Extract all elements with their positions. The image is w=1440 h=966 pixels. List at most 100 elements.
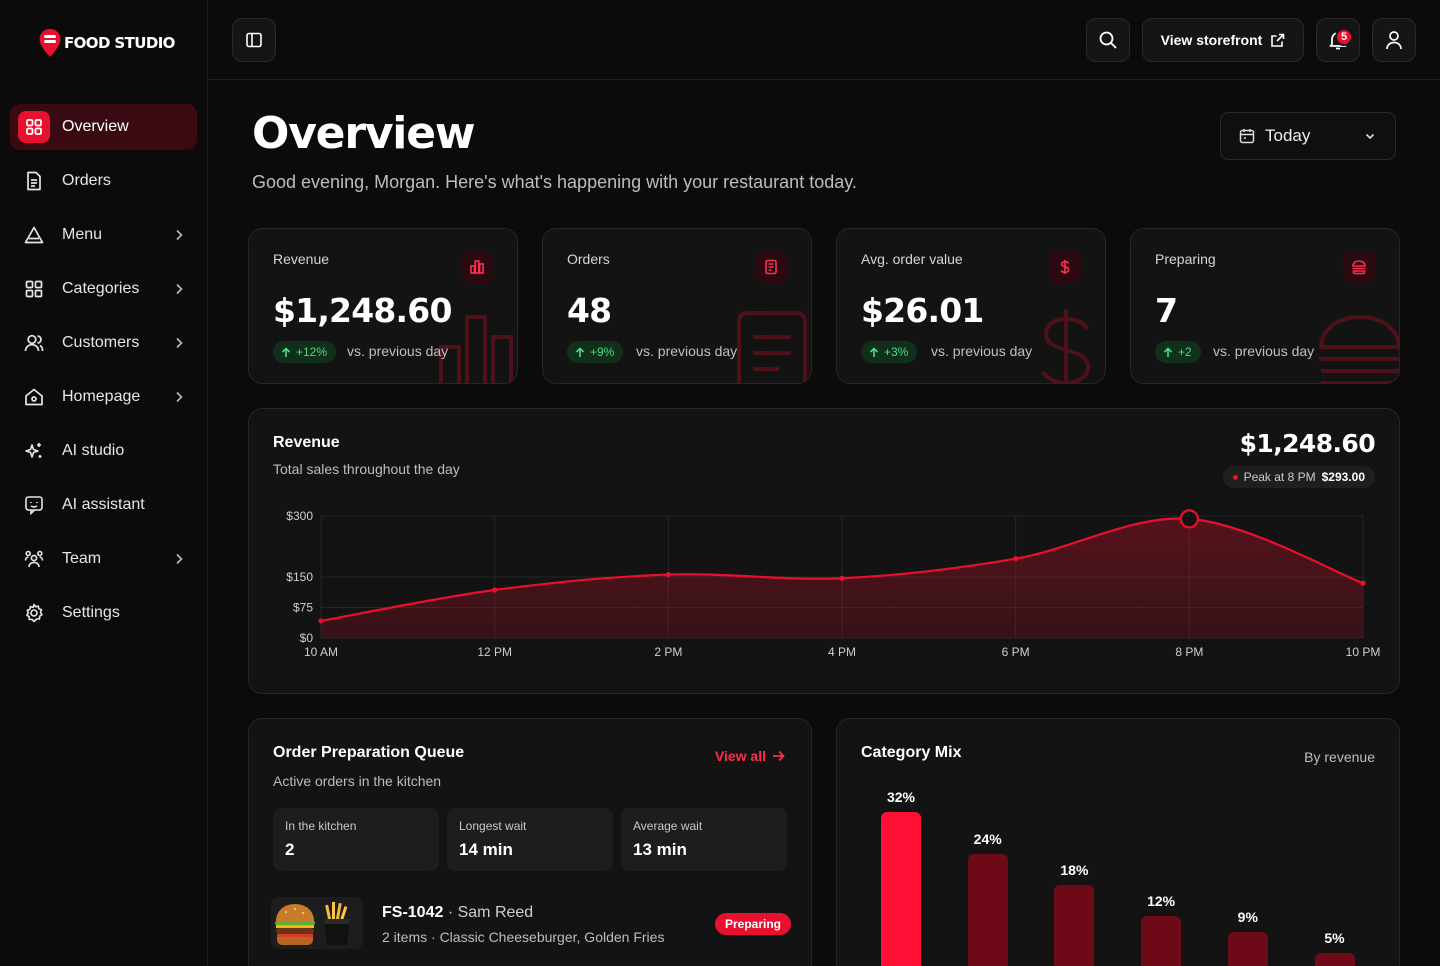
category-bar[interactable]: [1054, 885, 1095, 966]
gear-icon: [24, 603, 44, 623]
y-tick-label: $75: [293, 601, 313, 615]
sidebar-item-settings[interactable]: Settings: [10, 590, 197, 636]
stat-label: Preparing: [1155, 251, 1216, 267]
order-thumbnail: [271, 897, 363, 949]
arrow-up-icon: [869, 346, 879, 357]
account-button[interactable]: [1372, 18, 1416, 62]
sidebar-item-categories[interactable]: Categories: [10, 266, 197, 312]
sidebar-item-menu[interactable]: Menu: [10, 212, 197, 258]
receipt-watermark-icon: [737, 311, 807, 383]
chat-icon: [24, 495, 44, 515]
sidebar-item-label: Overview: [62, 118, 129, 135]
category-bar-label: 32%: [886, 789, 916, 805]
sidebar-item-orders[interactable]: Orders: [10, 158, 197, 204]
x-tick-label: 4 PM: [828, 645, 856, 659]
data-point: [492, 587, 498, 593]
category-bar-label: 18%: [1060, 862, 1089, 879]
stat-label: Revenue: [273, 251, 330, 267]
category-bar[interactable]: [1314, 952, 1355, 966]
burger-fries-image: [271, 897, 363, 949]
view-storefront-label: View storefront: [1160, 32, 1263, 48]
stat-comparison: vs. previous day: [636, 343, 738, 359]
stat-card-preparing: Preparing 7 +2 vs. previous day: [1130, 228, 1400, 384]
page-subtitle: Good evening, Morgan. Here's what's happ…: [252, 172, 857, 192]
arrow-up-icon: [281, 346, 291, 357]
sidebar-item-label: Team: [62, 550, 102, 567]
stat-value: 7: [1155, 291, 1178, 330]
metric-label: Longest wait: [459, 819, 527, 833]
sidebar-toggle-icon: [246, 32, 262, 48]
arrow-right-icon: [773, 750, 785, 762]
stat-delta-value: +9%: [590, 345, 615, 359]
y-tick-label: $150: [286, 570, 313, 584]
data-point: [839, 575, 845, 581]
sidebar-item-ai-studio[interactable]: AI studio: [10, 428, 197, 474]
stat-delta: +12%: [273, 341, 337, 363]
peak-label: Peak at 8 PM: [1243, 470, 1316, 484]
order-items: 2 items · Classic Cheeseburger, Golden F…: [382, 929, 665, 945]
arrow-up-icon: [575, 346, 585, 357]
squares-icon: [24, 279, 44, 299]
category-bar[interactable]: [1227, 932, 1268, 966]
stat-card-revenue: Revenue $1,248.60 +12% vs. previous day: [248, 228, 518, 384]
date-range-select[interactable]: Today: [1220, 112, 1396, 160]
revenue-area-chart[interactable]: $0 $75 $150 $300 10 AM 12 PM 2 PM 4 PM 6 PM 8 PM 1…: [249, 409, 1399, 693]
sparkles-icon: [24, 441, 44, 461]
sidebar-item-homepage[interactable]: Homepage: [10, 374, 197, 420]
toggle-sidebar-button[interactable]: [232, 18, 276, 62]
sidebar-item-label: Homepage: [62, 388, 141, 405]
category-bar[interactable]: [881, 812, 921, 966]
search-icon: [1099, 31, 1117, 49]
bar-chart-icon: [461, 251, 493, 283]
sidebar-item-customers[interactable]: Customers: [10, 320, 197, 366]
brand-logo[interactable]: FOOD STUDIO: [38, 28, 175, 58]
chevron-right-icon: [176, 337, 183, 349]
burger-watermark-icon: [1318, 314, 1399, 383]
search-button[interactable]: [1086, 18, 1130, 62]
order-customer: Sam Reed: [457, 904, 534, 921]
peak-pill: Peak at 8 PM $293.00: [1222, 466, 1375, 488]
x-tick-label: 6 PM: [1002, 645, 1030, 659]
metric-value: 2: [285, 840, 295, 859]
sidebar-item-overview[interactable]: Overview: [10, 104, 197, 150]
chevron-right-icon: [176, 391, 183, 403]
category-bar[interactable]: [967, 853, 1008, 966]
stat-comparison: vs. previous day: [347, 343, 449, 359]
order-title[interactable]: FS-1042 · Sam Reed: [382, 904, 534, 921]
stat-delta: +9%: [567, 341, 624, 363]
metric-label: Average wait: [633, 819, 703, 833]
chevron-down-icon: [1365, 133, 1375, 140]
category-bar-label: 12%: [1147, 893, 1176, 910]
stat-card-orders: Orders 48 +9% vs. previous day: [542, 228, 812, 384]
category-mix-basis: By revenue: [1304, 749, 1375, 765]
stat-delta-value: +12%: [296, 345, 328, 359]
users-icon: [24, 333, 44, 353]
chevron-right-icon: [176, 283, 183, 295]
data-point: [665, 571, 671, 578]
category-mix-card: Category Mix By revenue 32% 24% 18% 12% 9% 5%: [836, 718, 1400, 966]
sidebar-item-ai-assistant[interactable]: AI assistant: [10, 482, 197, 528]
x-tick-label: 12 PM: [477, 645, 512, 659]
stat-delta-value: +2: [1178, 345, 1192, 359]
sidebar-item-team[interactable]: Team: [10, 536, 197, 582]
document-icon: [24, 171, 44, 191]
notifications-button[interactable]: 5: [1316, 18, 1360, 62]
queue-title: Order Preparation Queue: [273, 744, 465, 761]
bar-chart-watermark-icon: [439, 315, 513, 383]
home-icon: [24, 387, 44, 407]
category-bar-label: 5%: [1324, 929, 1345, 946]
triangle-icon: [24, 225, 44, 245]
queue-metric-longest-wait: Longest wait 14 min: [447, 808, 613, 871]
y-tick-label: $300: [286, 509, 313, 523]
peak-value: $293.00: [1321, 470, 1365, 484]
location-pin-icon: [39, 29, 61, 57]
y-tick-label: $0: [300, 631, 314, 645]
view-storefront-button[interactable]: View storefront: [1142, 18, 1304, 62]
view-all-link[interactable]: View all: [715, 748, 785, 764]
queue-metric-in-kitchen: In the kitchen 2: [273, 808, 439, 871]
date-range-value: Today: [1265, 126, 1311, 145]
stat-card-avg-order-value: Avg. order value $26.01 +3% vs. previous…: [836, 228, 1106, 384]
page-title: Overview: [252, 108, 475, 159]
x-tick-label: 2 PM: [654, 645, 682, 659]
category-bar[interactable]: [1141, 916, 1182, 966]
